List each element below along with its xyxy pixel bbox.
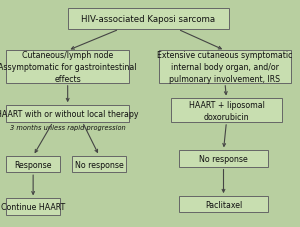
Text: Extensive cutaneous symptomatic
internal body organ, and/or
pulmonary involvemen: Extensive cutaneous symptomatic internal…	[157, 51, 293, 84]
FancyBboxPatch shape	[6, 51, 129, 84]
FancyBboxPatch shape	[159, 51, 291, 84]
Text: No response: No response	[199, 154, 248, 163]
FancyBboxPatch shape	[6, 198, 60, 215]
Text: No response: No response	[75, 160, 124, 169]
FancyBboxPatch shape	[171, 99, 282, 122]
FancyBboxPatch shape	[6, 156, 60, 173]
Text: Cutaneous/lymph node
Assymptomatic for gastrointestinal
effects: Cutaneous/lymph node Assymptomatic for g…	[0, 51, 137, 84]
Text: 3 months unless rapid progression: 3 months unless rapid progression	[11, 125, 126, 131]
Text: Response: Response	[14, 160, 52, 169]
Text: HIV-associated Kaposi sarcoma: HIV-associated Kaposi sarcoma	[82, 15, 216, 24]
Text: HAART with or without local therapy: HAART with or without local therapy	[0, 110, 139, 118]
FancyBboxPatch shape	[179, 196, 268, 212]
Text: HAART + liposomal
doxorubicin: HAART + liposomal doxorubicin	[188, 100, 264, 121]
FancyBboxPatch shape	[72, 156, 127, 173]
Text: Paclitaxel: Paclitaxel	[205, 200, 242, 209]
Text: Continue HAART: Continue HAART	[1, 202, 65, 211]
FancyBboxPatch shape	[6, 106, 129, 122]
FancyBboxPatch shape	[68, 9, 230, 30]
FancyBboxPatch shape	[179, 151, 268, 167]
